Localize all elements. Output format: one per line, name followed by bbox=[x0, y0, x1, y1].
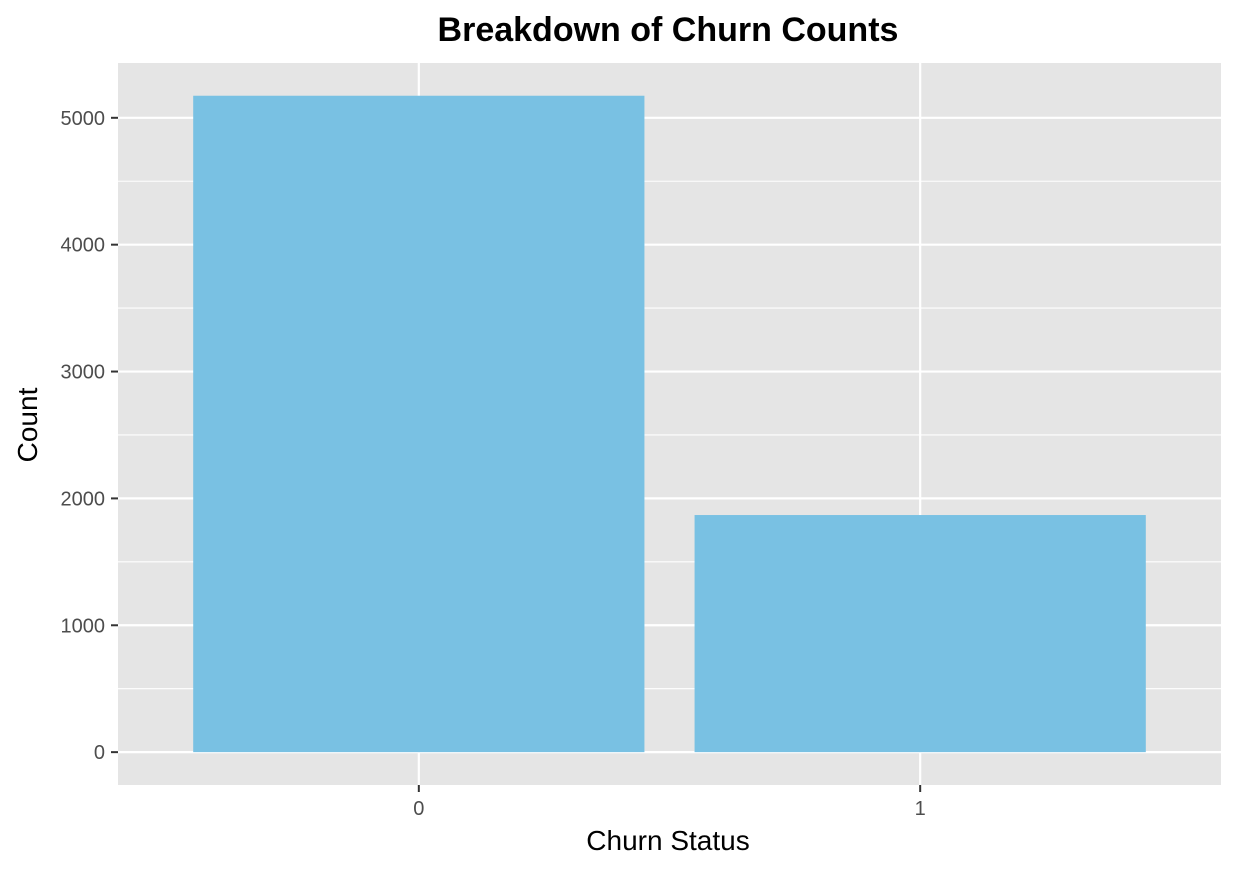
x-axis-title: Churn Status bbox=[586, 825, 749, 856]
y-axis: 0 1000 2000 3000 4000 5000 bbox=[61, 108, 118, 764]
y-tick-label: 1000 bbox=[61, 615, 106, 637]
y-tick-label: 2000 bbox=[61, 488, 106, 510]
y-tick-label: 5000 bbox=[61, 108, 106, 130]
y-tick-label: 0 bbox=[94, 742, 105, 764]
bar-0 bbox=[193, 95, 645, 753]
x-tick-label: 0 bbox=[413, 798, 424, 820]
y-axis-title: Count bbox=[12, 387, 43, 462]
y-tick-label: 4000 bbox=[61, 235, 106, 257]
y-tick-label: 3000 bbox=[61, 362, 106, 384]
bars bbox=[193, 95, 1146, 753]
bar-1 bbox=[694, 515, 1146, 753]
chart-title: Breakdown of Churn Counts bbox=[438, 11, 899, 49]
x-tick-label: 1 bbox=[915, 798, 926, 820]
